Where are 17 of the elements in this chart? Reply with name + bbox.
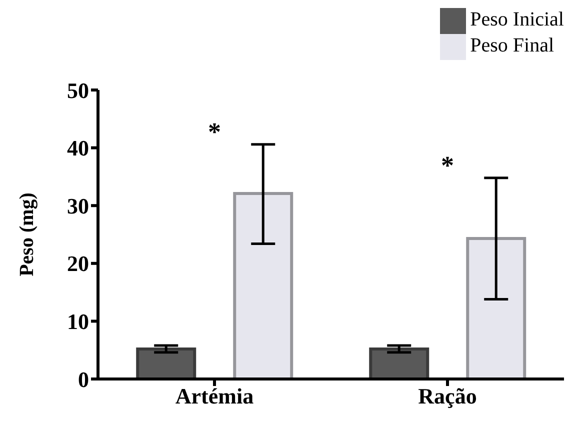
bar <box>136 347 196 379</box>
legend-label: Peso Final <box>470 34 554 57</box>
y-tick-label: 40 <box>67 136 89 161</box>
y-tick-label: 30 <box>67 193 89 218</box>
y-tick-label: 20 <box>67 251 89 276</box>
x-tick-label: Artémia <box>175 384 254 409</box>
legend-label: Peso Inicial <box>470 8 564 31</box>
bar <box>369 347 430 379</box>
bar <box>466 237 526 379</box>
y-tick-label: 0 <box>78 366 89 392</box>
bar <box>233 192 294 379</box>
y-tick-label: 50 <box>67 78 89 103</box>
x-tick-label: Ração <box>418 384 477 409</box>
annotation: * <box>208 117 221 146</box>
y-tick-label: 10 <box>67 309 89 334</box>
y-axis-title: Peso (mg) <box>16 192 38 276</box>
annotation: * <box>441 150 454 180</box>
